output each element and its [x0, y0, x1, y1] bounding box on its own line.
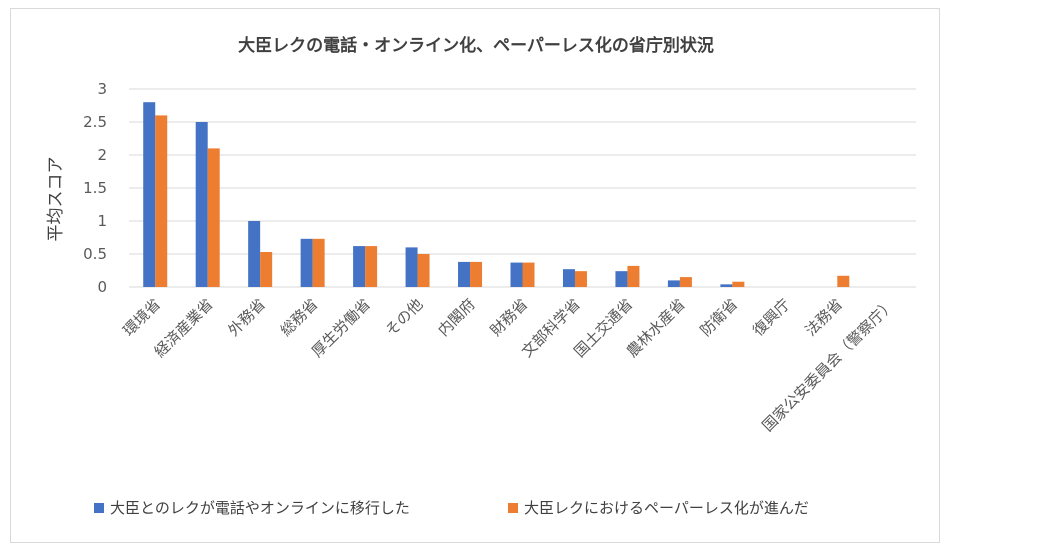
- bar-series-2: [837, 275, 850, 287]
- bar-series-1: [615, 271, 628, 287]
- y-axis-label: 平均スコア: [46, 157, 66, 242]
- bar-series-2: [155, 115, 168, 288]
- bar-series-1: [143, 102, 156, 287]
- bar-series-2: [260, 252, 273, 287]
- y-tick-label: 2: [97, 146, 107, 164]
- category-label: 法務省: [802, 295, 847, 340]
- category-label: その他: [382, 295, 427, 340]
- bar-series-1: [458, 261, 471, 287]
- category-label: 総務省: [277, 295, 322, 340]
- category-label: 外務省: [224, 295, 269, 340]
- category-label: 復興庁: [749, 295, 794, 340]
- legend-label: 大臣とのレクが電話やオンラインに移行した: [110, 499, 410, 517]
- bar-series-1: [510, 262, 523, 287]
- gridlines: [129, 88, 916, 288]
- category-label: 内閣府: [434, 295, 479, 340]
- bar-series-1: [667, 280, 680, 287]
- legend-swatch: [508, 503, 518, 513]
- bars: [143, 102, 850, 288]
- bar-chart: 大臣レクの電話・オンライン化、ペーパーレス化の省庁別状況 平均スコア 0 0.5 1…: [46, 35, 916, 517]
- y-tick-labels: 0 0.5 1 1.5 2 2.5 3: [83, 80, 107, 296]
- bar-series-2: [365, 246, 378, 287]
- bar-series-2: [417, 254, 430, 287]
- bar-series-1: [248, 221, 261, 287]
- bar-series-1: [720, 284, 733, 287]
- y-tick-label: 0.5: [83, 245, 107, 263]
- legend-swatch: [94, 503, 104, 513]
- y-tick-label: 1.5: [83, 179, 107, 197]
- bar-series-2: [470, 261, 483, 287]
- bar-series-1: [195, 122, 208, 287]
- bar-series-1: [300, 238, 313, 287]
- y-tick-label: 3: [97, 80, 107, 98]
- bar-series-2: [574, 271, 587, 287]
- bar-series-2: [522, 262, 535, 287]
- category-label: 環境省: [120, 295, 165, 340]
- bar-series-2: [679, 277, 692, 287]
- y-tick-label: 2.5: [83, 113, 107, 131]
- bar-series-1: [562, 269, 575, 287]
- category-label: 財務省: [487, 295, 532, 340]
- legend: 大臣とのレクが電話やオンラインに移行した 大臣レクにおけるペーパーレス化が進んだ: [94, 499, 809, 517]
- bar-series-2: [732, 281, 745, 287]
- y-tick-label: 0: [97, 278, 107, 296]
- category-label: 防衛省: [697, 295, 742, 340]
- chart-frame: 大臣レクの電話・オンライン化、ペーパーレス化の省庁別状況 平均スコア 0 0.5 1…: [10, 8, 940, 543]
- bar-series-2: [312, 238, 325, 287]
- bar-series-1: [405, 247, 418, 287]
- bar-series-2: [627, 265, 640, 287]
- bar-series-1: [353, 246, 366, 287]
- bar-series-2: [207, 148, 220, 287]
- y-tick-label: 1: [97, 212, 107, 230]
- chart-title: 大臣レクの電話・オンライン化、ペーパーレス化の省庁別状況: [238, 35, 714, 56]
- legend-label: 大臣レクにおけるペーパーレス化が進んだ: [524, 499, 809, 517]
